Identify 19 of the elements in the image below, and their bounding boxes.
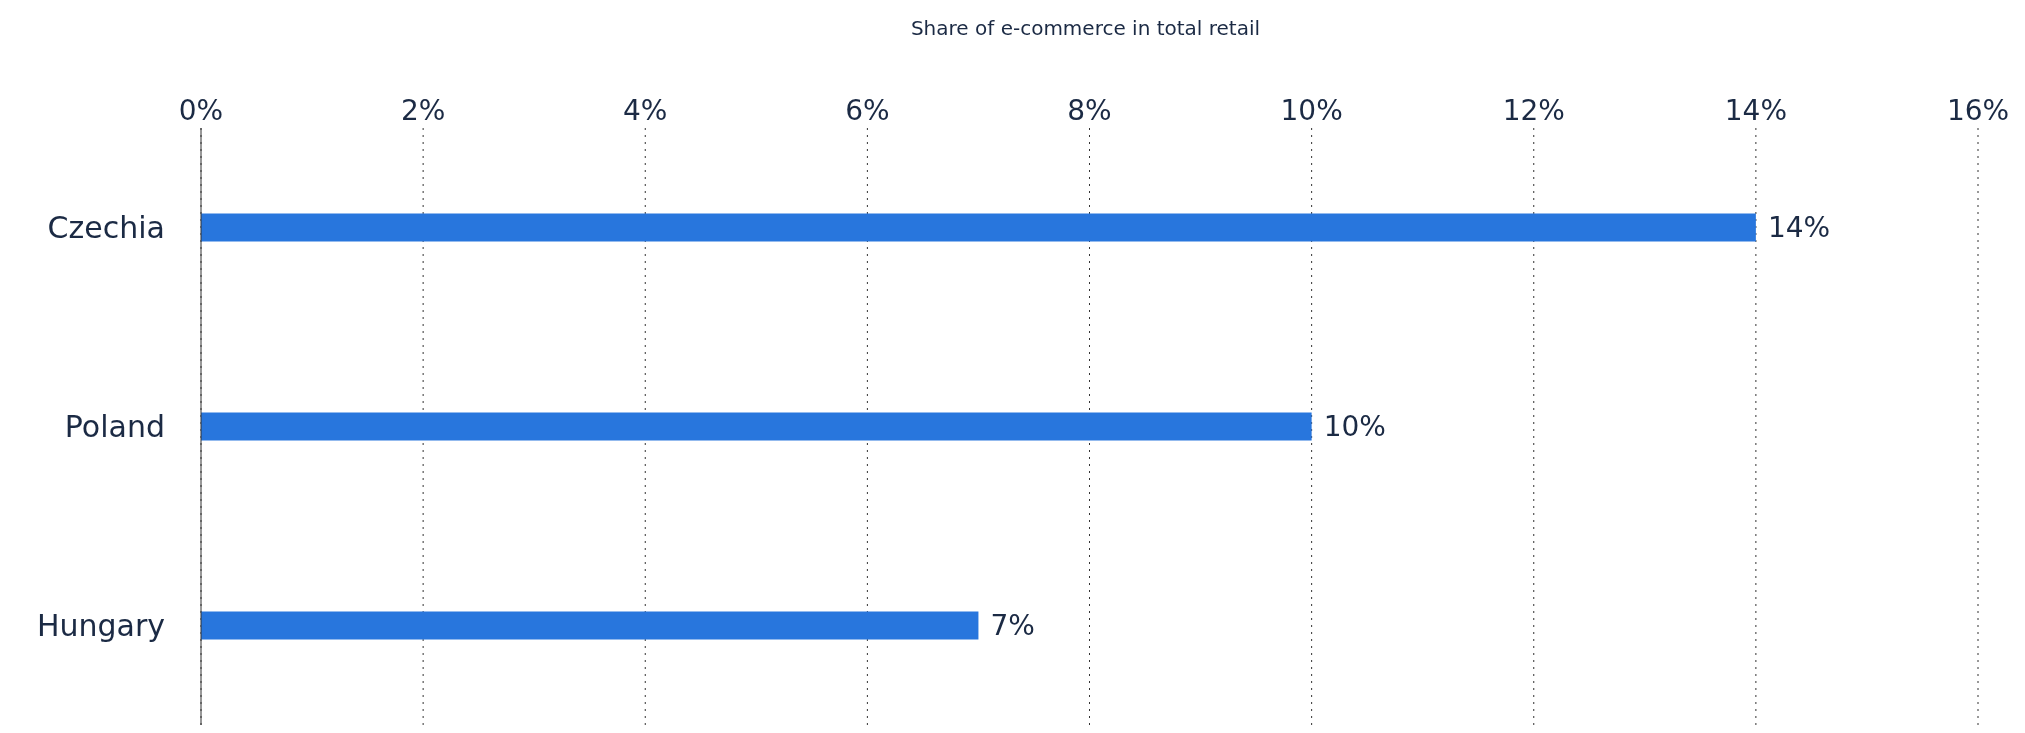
y-tick-label: Poland — [64, 409, 165, 445]
x-tick-label: 8% — [1067, 94, 1112, 127]
x-axis-title: Share of e-commerce in total retail — [909, 15, 1262, 42]
y-tick-label: Hungary — [36, 608, 165, 644]
x-tick-label: 10% — [1280, 94, 1343, 127]
data-label: 10% — [1323, 410, 1386, 444]
x-tick-label: 4% — [623, 94, 668, 127]
y-tick-label: Czechia — [47, 210, 165, 246]
bar — [201, 412, 1312, 441]
x-tick-label: 16% — [1946, 94, 2010, 127]
x-tick-label: 6% — [845, 94, 890, 127]
bar — [201, 213, 1756, 242]
x-tick-label: 0% — [178, 94, 224, 127]
data-label: 7% — [990, 609, 1035, 643]
x-tick-label: 12% — [1502, 94, 1565, 127]
x-tick-label: 14% — [1724, 94, 1787, 127]
x-tick-label: 2% — [400, 94, 446, 127]
data-label: 14% — [1767, 211, 1831, 245]
bar — [201, 611, 979, 640]
